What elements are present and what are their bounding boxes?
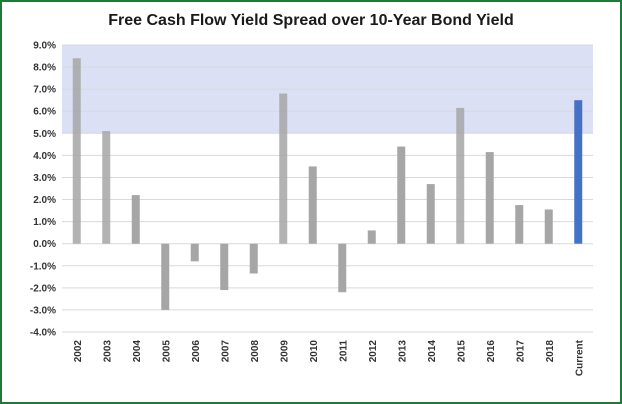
bar-2004 bbox=[131, 195, 140, 244]
bar-2016 bbox=[485, 152, 494, 244]
x-tick-label: 2015 bbox=[456, 340, 467, 363]
y-tick-label: -3.0% bbox=[30, 305, 56, 316]
y-tick-label: -1.0% bbox=[30, 261, 56, 272]
y-tick-label: 4.0% bbox=[33, 151, 56, 162]
bar-2002 bbox=[72, 58, 81, 244]
chart-title: Free Cash Flow Yield Spread over 10-Year… bbox=[108, 12, 514, 29]
x-tick-label: 2016 bbox=[486, 340, 497, 363]
bar-2012 bbox=[367, 230, 376, 244]
bar-2013 bbox=[397, 146, 406, 244]
bar-current bbox=[574, 100, 583, 244]
bar-2011 bbox=[338, 243, 347, 293]
bar-2005 bbox=[161, 243, 170, 310]
y-tick-label: -4.0% bbox=[30, 328, 56, 339]
y-tick-label: 0.0% bbox=[33, 239, 56, 250]
bar-2015 bbox=[456, 107, 465, 244]
x-tick-label: 2003 bbox=[102, 340, 113, 363]
y-tick-label: 5.0% bbox=[33, 129, 56, 140]
bar-2010 bbox=[308, 166, 317, 244]
bar-2018 bbox=[544, 209, 553, 244]
x-tick-label: 2009 bbox=[279, 340, 290, 363]
y-axis-ticks: 9.0% 8.0% 7.0% 6.0% 5.0% 4.0% 3.0% 2.0% 1.0% 0.0%… bbox=[30, 41, 56, 339]
y-tick-label: 7.0% bbox=[33, 85, 56, 96]
y-tick-label: 3.0% bbox=[33, 173, 56, 184]
y-tick-label: 2.0% bbox=[33, 195, 56, 206]
x-tick-label: 2017 bbox=[515, 340, 526, 363]
bar-2014 bbox=[426, 184, 435, 244]
x-tick-label: 2018 bbox=[545, 340, 556, 363]
x-tick-label: 2006 bbox=[191, 340, 202, 363]
gridlines bbox=[62, 44, 593, 333]
x-tick-label: 2008 bbox=[250, 340, 261, 363]
bar-2009 bbox=[279, 93, 288, 244]
x-tick-label: 2004 bbox=[132, 340, 143, 363]
y-tick-label: -2.0% bbox=[30, 283, 56, 294]
y-tick-label: 1.0% bbox=[33, 217, 56, 228]
bars bbox=[72, 58, 583, 310]
y-tick-label: 9.0% bbox=[33, 41, 56, 52]
bar-2003 bbox=[102, 131, 111, 244]
x-tick-label: 2013 bbox=[397, 340, 408, 363]
bar-2007 bbox=[220, 243, 229, 291]
bar-2008 bbox=[249, 243, 258, 274]
x-tick-label: 2007 bbox=[220, 340, 231, 363]
x-axis-ticks: 2002 2003 2004 2005 2006 2007 2008 2009 2010 2011… bbox=[73, 339, 586, 376]
x-tick-label: 2005 bbox=[161, 340, 172, 363]
x-tick-label: 2011 bbox=[338, 340, 349, 362]
x-tick-label: Current bbox=[574, 339, 585, 376]
bar-2017 bbox=[515, 205, 524, 244]
x-tick-label: 2002 bbox=[73, 340, 84, 363]
x-tick-label: 2010 bbox=[309, 340, 320, 363]
y-tick-label: 8.0% bbox=[33, 63, 56, 74]
x-tick-label: 2014 bbox=[427, 340, 438, 363]
y-tick-label: 6.0% bbox=[33, 107, 56, 118]
x-tick-label: 2012 bbox=[368, 340, 379, 363]
bar-2006 bbox=[190, 243, 199, 262]
